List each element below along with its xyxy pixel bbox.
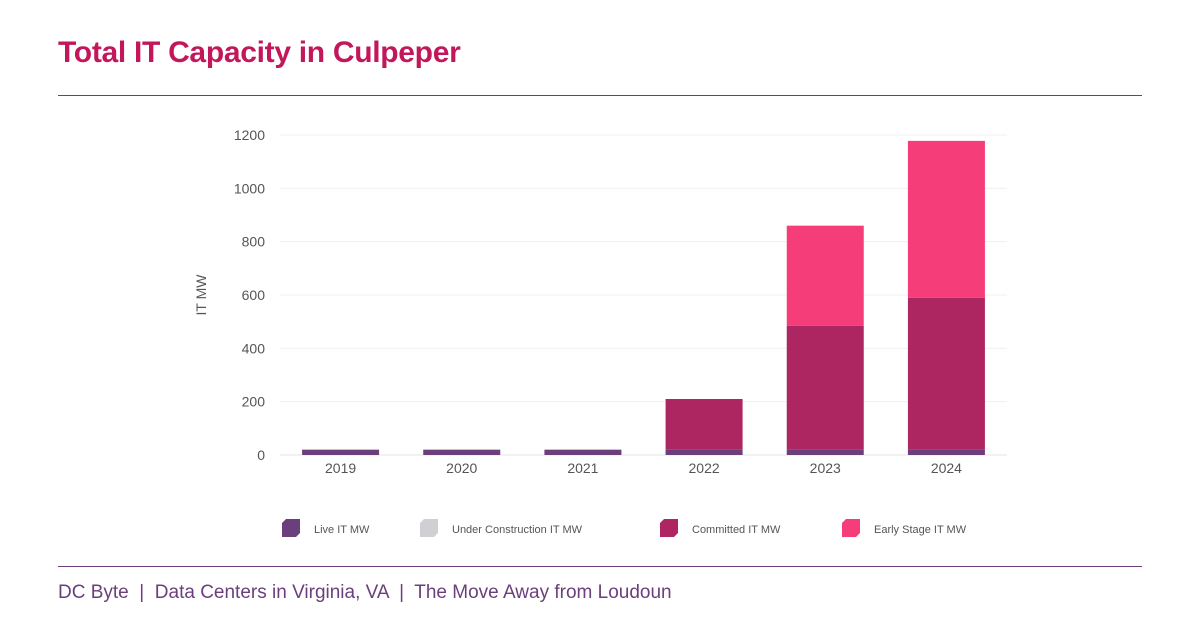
x-tick-label: 2023 (810, 460, 841, 476)
legend-label: Committed IT MW (692, 524, 781, 536)
bar-segment (786, 449, 864, 455)
footer-text: DC Byte | Data Centers in Virginia, VA |… (58, 582, 672, 603)
legend-swatch-icon (282, 519, 300, 537)
bar-segment (786, 325, 864, 450)
x-tick-label: 2022 (689, 460, 720, 476)
y-tick-label: 200 (242, 394, 266, 410)
page-title: Total IT Capacity in Culpeper (58, 36, 461, 69)
legend-swatch-icon (842, 519, 860, 537)
legend-label: Live IT MW (314, 524, 370, 536)
x-tick-label: 2021 (567, 460, 598, 476)
x-tick-label: 2019 (325, 460, 356, 476)
x-tick-label: 2020 (446, 460, 477, 476)
y-tick-label: 800 (242, 234, 266, 250)
bar-segment (544, 449, 622, 455)
bar-segment (302, 449, 380, 455)
bar-segment (907, 449, 985, 455)
bar-segment (423, 449, 501, 455)
title-divider (58, 95, 1142, 96)
y-tick-label: 1200 (234, 127, 265, 143)
y-tick-label: 400 (242, 340, 266, 356)
x-tick-label: 2024 (931, 460, 962, 476)
y-tick-label: 1000 (234, 180, 265, 196)
bar-segment (907, 297, 985, 450)
bar-segment (665, 449, 743, 455)
footer-divider (58, 566, 1142, 567)
bar-segment (665, 399, 743, 450)
y-axis-label: IT MW (193, 274, 209, 316)
y-tick-label: 600 (242, 287, 266, 303)
bar-segment (786, 225, 864, 326)
legend-label: Under Construction IT MW (452, 524, 583, 536)
legend-label: Early Stage IT MW (874, 524, 967, 536)
legend-swatch-icon (420, 519, 438, 537)
legend-swatch-icon (660, 519, 678, 537)
y-tick-label: 0 (257, 447, 265, 463)
bar-segment (907, 140, 985, 298)
